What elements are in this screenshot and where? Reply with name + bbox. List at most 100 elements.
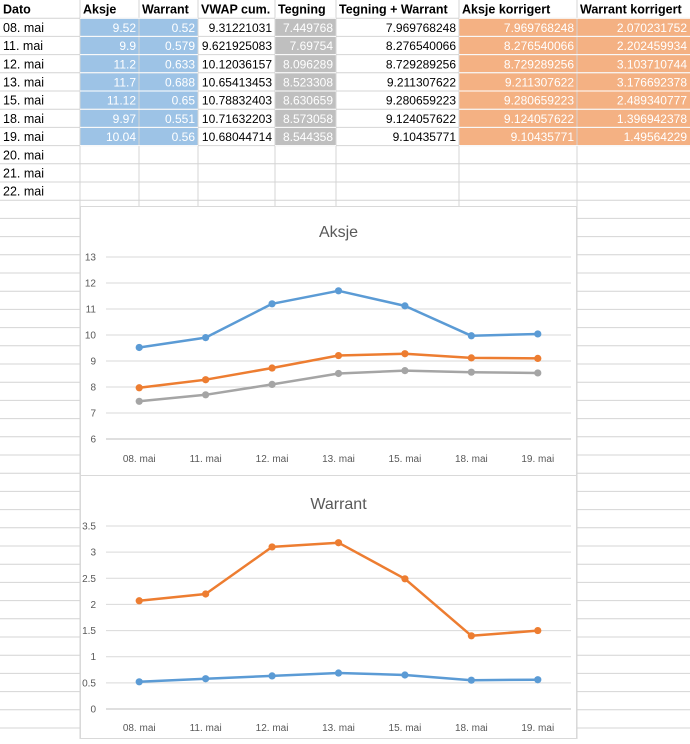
cell-fill xyxy=(577,36,690,55)
x-tick-label: 12. mai xyxy=(256,723,289,734)
x-tick-label: 08. mai xyxy=(123,723,156,734)
value-cell: 9.211307622 xyxy=(505,76,575,90)
value-cell: 0.633 xyxy=(165,57,195,71)
series-point-0 xyxy=(467,632,475,640)
y-tick-label: 13 xyxy=(85,253,97,264)
series-point-1 xyxy=(534,354,542,362)
value-cell: 10.68044714 xyxy=(202,130,272,144)
value-cell: 11.12 xyxy=(107,94,136,108)
x-tick-label: 19. mai xyxy=(521,454,554,465)
value-cell: 11.2 xyxy=(114,57,137,71)
value-cell: 2.070231752 xyxy=(617,21,687,35)
date-cell: 08. mai xyxy=(3,21,44,35)
value-cell: 9.10435771 xyxy=(511,130,575,144)
series-point-1 xyxy=(401,350,409,358)
header-cell: Dato xyxy=(3,3,31,17)
series-line-0 xyxy=(139,289,538,349)
date-cell: 22. mai xyxy=(3,185,44,199)
value-cell: 9.280659223 xyxy=(504,94,574,108)
chart-warrant[interactable]: Warrant 0 0.5 1 1.5 2 2.5 3 3.5 08. mai 11. mai 12.… xyxy=(80,476,577,739)
value-cell: 3.103710744 xyxy=(617,57,687,71)
y-tick-label: 10 xyxy=(85,331,97,342)
series-point-0 xyxy=(268,300,276,308)
value-cell: 9.97 xyxy=(113,112,137,126)
x-tick-label: 11. mai xyxy=(190,723,222,734)
value-cell: 9.124057622 xyxy=(504,112,574,126)
y-tick-label: 3 xyxy=(90,548,96,559)
value-cell: 8.729289256 xyxy=(504,57,574,71)
value-cell: 10.71632203 xyxy=(202,112,272,126)
series-point-2 xyxy=(401,367,409,375)
value-cell: 1.49564229 xyxy=(624,130,688,144)
value-cell: 7.969768248 xyxy=(386,21,456,35)
series-point-2 xyxy=(334,369,343,378)
cell-fill xyxy=(80,127,139,146)
cell-fill xyxy=(80,18,139,37)
date-cell: 21. mai xyxy=(3,167,44,181)
y-tick-label: 9 xyxy=(90,357,96,368)
value-cell: 0.688 xyxy=(165,76,195,90)
x-tick-label: 13. mai xyxy=(322,454,355,465)
x-tick-label: 15. mai xyxy=(389,454,422,465)
cell-fill xyxy=(80,91,139,110)
cell-fill xyxy=(275,18,336,37)
x-tick-label: 18. mai xyxy=(455,454,488,465)
date-cell: 19. mai xyxy=(3,130,44,144)
series-point-1 xyxy=(334,669,343,677)
value-cell: 8.630659 xyxy=(283,94,333,108)
y-tick-label: 11 xyxy=(86,305,97,316)
cell-fill xyxy=(459,36,577,55)
x-tick-label: 18. mai xyxy=(455,723,488,734)
value-cell: 9.124057622 xyxy=(386,112,456,126)
chart-aksje[interactable]: Aksje 6 7 8 9 10 11 12 13 08. mai 11. mai 12. mai 13… xyxy=(80,206,577,476)
x-tick-label: 11. mai xyxy=(190,454,222,465)
cell-fill xyxy=(459,72,577,91)
series-point-1 xyxy=(202,675,210,683)
cell-fill xyxy=(275,72,336,91)
value-cell: 0.52 xyxy=(172,21,196,35)
series-point-0 xyxy=(202,590,210,598)
value-cell: 3.176692378 xyxy=(617,76,687,90)
y-tick-label: 3.5 xyxy=(82,522,96,533)
series-point-1 xyxy=(334,351,343,360)
value-cell: 9.52 xyxy=(113,21,137,35)
cell-fill xyxy=(459,109,577,128)
series-point-0 xyxy=(135,597,143,605)
y-tick-label: 8 xyxy=(90,383,96,394)
series-point-1 xyxy=(467,676,475,684)
x-tick-label: 08. mai xyxy=(123,454,156,465)
date-cell: 12. mai xyxy=(3,57,44,71)
y-tick-label: 1.5 xyxy=(82,626,96,637)
cell-fill xyxy=(139,36,198,55)
series-point-1 xyxy=(135,678,143,686)
cell-fill xyxy=(80,109,139,128)
series-point-0 xyxy=(401,575,409,583)
cell-fill xyxy=(139,18,198,37)
value-cell: 8.729289256 xyxy=(386,57,456,71)
y-tick-label: 2.5 xyxy=(82,574,96,585)
x-tick-label: 13. mai xyxy=(322,723,355,734)
header-cell: Aksje xyxy=(83,3,116,17)
value-cell: 9.9 xyxy=(119,39,136,53)
series-point-0 xyxy=(401,302,409,310)
cell-fill xyxy=(275,91,336,110)
series-point-1 xyxy=(135,384,143,392)
value-cell: 10.12036157 xyxy=(202,57,272,71)
value-cell: 8.276540066 xyxy=(504,39,574,53)
chart-warrant-svg: Warrant 0 0.5 1 1.5 2 2.5 3 3.5 08. mai 11. mai 12.… xyxy=(82,496,571,734)
cell-fill xyxy=(275,109,336,128)
cell-fill xyxy=(459,127,577,146)
header-cell: Warrant korrigert xyxy=(580,3,682,17)
series-point-1 xyxy=(401,671,409,679)
value-cell: 1.396942378 xyxy=(617,112,687,126)
date-cell: 20. mai xyxy=(3,148,44,162)
cell-fill xyxy=(139,127,198,146)
value-cell: 2.202459934 xyxy=(617,39,687,53)
cell-fill xyxy=(139,91,198,110)
y-tick-label: 7 xyxy=(90,409,96,420)
x-tick-label: 19. mai xyxy=(521,723,554,734)
x-tick-label: 15. mai xyxy=(389,723,422,734)
series-point-1 xyxy=(202,376,210,384)
cell-fill xyxy=(459,91,577,110)
cell-fill xyxy=(275,36,336,55)
